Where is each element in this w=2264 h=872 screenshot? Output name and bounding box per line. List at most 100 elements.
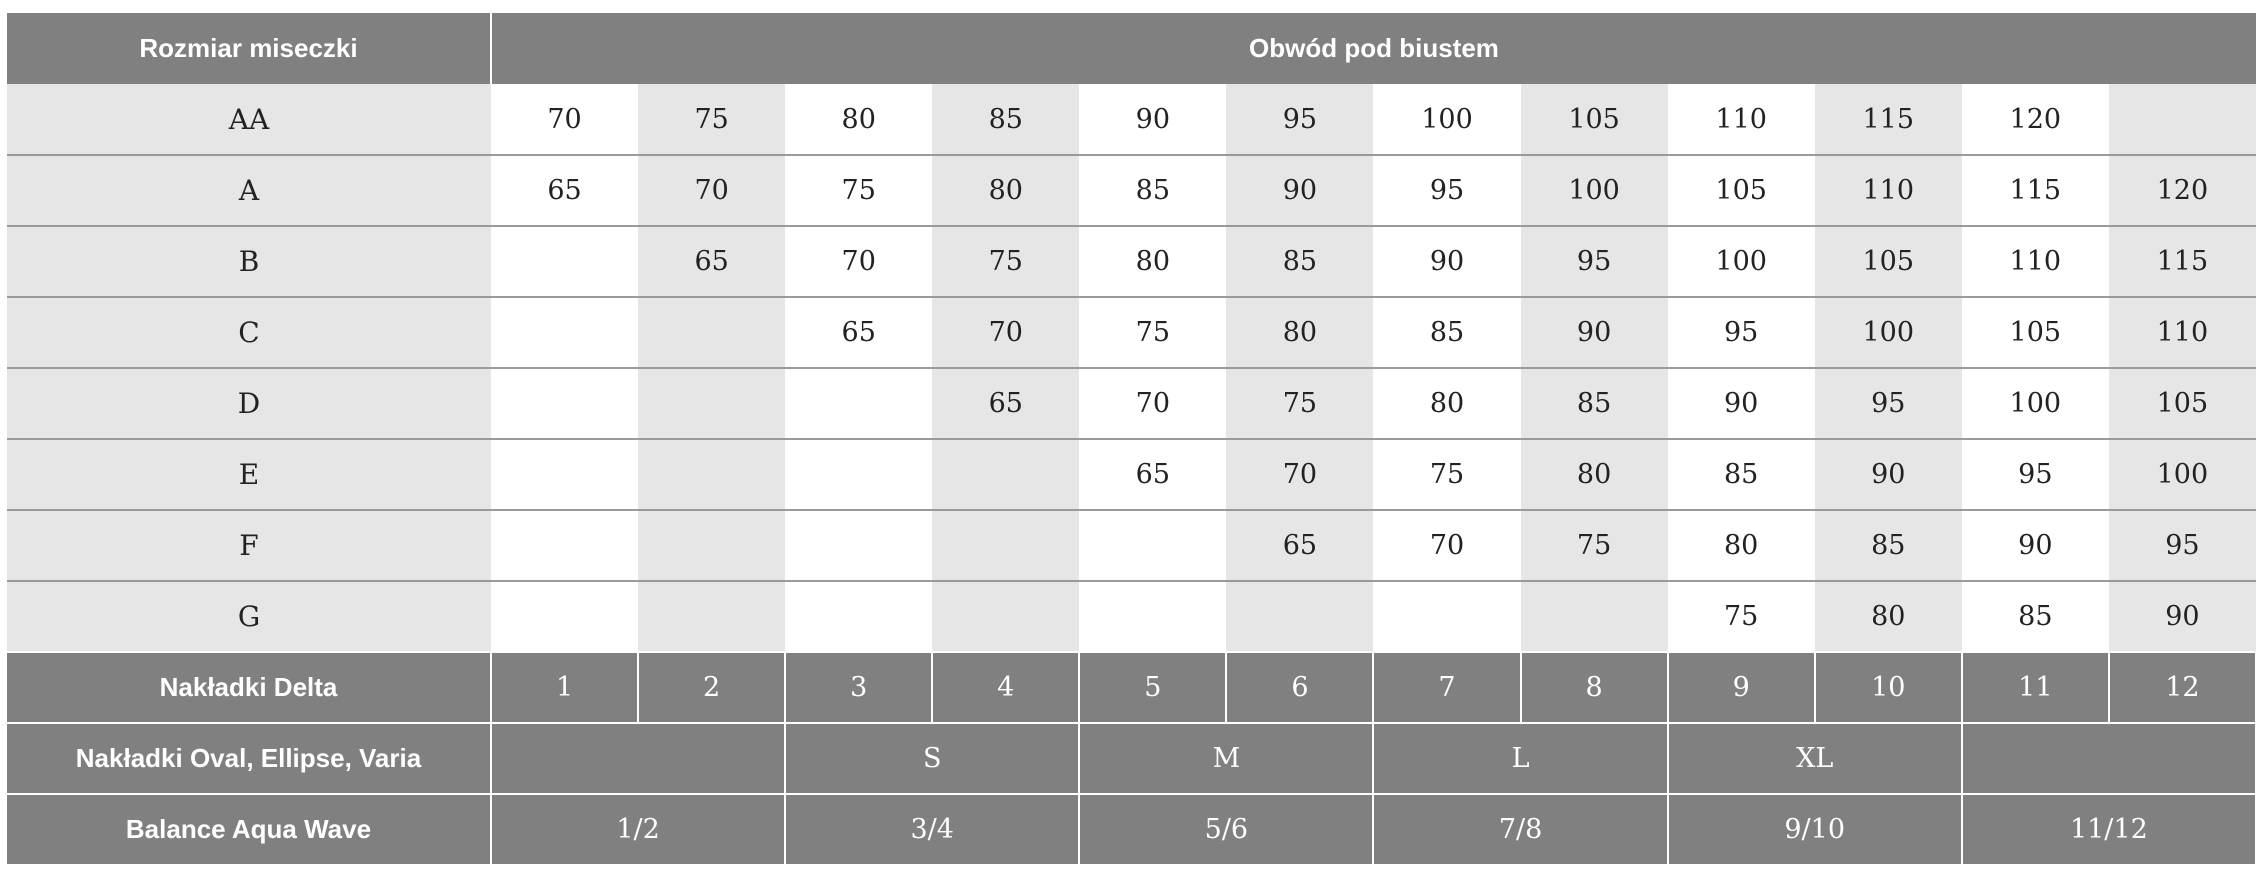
size-cell: 110 xyxy=(2108,297,2256,369)
size-cell: 95 xyxy=(1961,439,2109,511)
size-cell xyxy=(638,439,786,511)
delta-row-cell: 6 xyxy=(1225,651,1375,724)
cup-size-label: D xyxy=(7,368,491,440)
size-cell: 90 xyxy=(1226,155,1374,227)
cup-size-label: B xyxy=(7,226,491,298)
size-cell: 105 xyxy=(1520,84,1668,156)
balance-row-cell: 5/6 xyxy=(1078,793,1375,866)
delta-row-label: Nakładki Delta xyxy=(7,651,492,724)
size-cell: 85 xyxy=(1667,439,1815,511)
size-cell xyxy=(491,297,639,369)
size-cell xyxy=(1226,581,1374,652)
size-cell: 110 xyxy=(1667,84,1815,156)
size-cell: 65 xyxy=(785,297,933,369)
size-cell: 85 xyxy=(1373,297,1521,369)
size-cell: 85 xyxy=(1520,368,1668,440)
size-cell xyxy=(491,368,639,440)
size-cell: 65 xyxy=(491,155,639,227)
delta-row-cell: 8 xyxy=(1519,651,1669,724)
cup-size-label: C xyxy=(7,297,491,369)
size-cell: 70 xyxy=(1079,368,1227,440)
size-cell: 70 xyxy=(638,155,786,227)
size-cell: 115 xyxy=(2108,226,2256,298)
header-row: Rozmiar miseczki Obwód pod biustem xyxy=(7,13,2256,84)
size-cell: 95 xyxy=(2108,510,2256,582)
balance-row-cell: 3/4 xyxy=(784,793,1081,866)
size-cell: 115 xyxy=(1814,84,1962,156)
size-cell: 100 xyxy=(1373,84,1521,156)
size-cell xyxy=(491,510,639,582)
size-cell: 65 xyxy=(1226,510,1374,582)
size-cell xyxy=(785,510,933,582)
size-cell xyxy=(1079,581,1227,652)
size-cell: 75 xyxy=(1079,297,1227,369)
oval-row-cell: M xyxy=(1078,722,1375,795)
cup-size-label: G xyxy=(7,581,491,652)
size-cell: 120 xyxy=(1961,84,2109,156)
size-cell: 115 xyxy=(1961,155,2109,227)
size-cell: 90 xyxy=(1373,226,1521,298)
balance-row: Balance Aqua Wave 1/2 3/4 5/6 7/8 9/10 11/12 xyxy=(7,793,2257,866)
table-row: E 65 70 75 80 85 90 95 100 xyxy=(7,439,2256,511)
size-cell: 90 xyxy=(1520,297,1668,369)
size-cell: 105 xyxy=(1667,155,1815,227)
size-cell xyxy=(1373,581,1521,652)
size-cell xyxy=(638,368,786,440)
size-cell: 110 xyxy=(1961,226,2109,298)
size-cell: 90 xyxy=(1667,368,1815,440)
size-cell: 65 xyxy=(638,226,786,298)
size-cell: 80 xyxy=(1373,368,1521,440)
size-cell: 75 xyxy=(638,84,786,156)
size-cell: 85 xyxy=(1079,155,1227,227)
size-cell: 95 xyxy=(1373,155,1521,227)
balance-row-cell: 11/12 xyxy=(1960,793,2257,866)
size-cell: 95 xyxy=(1814,368,1962,440)
table-row: D 65 70 75 80 85 90 95 100 105 xyxy=(7,368,2256,440)
table-row: B 65 70 75 80 85 90 95 100 105 110 115 xyxy=(7,226,2256,298)
balance-row-cell: 7/8 xyxy=(1372,793,1669,866)
size-cell: 95 xyxy=(1226,84,1374,156)
table-row: G 75 80 85 90 xyxy=(7,581,2256,652)
size-cell: 85 xyxy=(1814,510,1962,582)
size-cell: 95 xyxy=(1520,226,1668,298)
size-cell: 75 xyxy=(1520,510,1668,582)
delta-row-cell: 2 xyxy=(637,651,787,724)
size-cell: 100 xyxy=(1520,155,1668,227)
balance-row-cell: 9/10 xyxy=(1666,793,1963,866)
size-cell: 105 xyxy=(1814,226,1962,298)
table-row: AA 70 75 80 85 90 95 100 105 110 115 120 xyxy=(7,84,2256,156)
delta-row-cell: 11 xyxy=(1960,651,2110,724)
size-cell xyxy=(785,368,933,440)
size-cell xyxy=(638,297,786,369)
oval-row-cell: XL xyxy=(1666,722,1963,795)
size-cell: 105 xyxy=(2108,368,2256,440)
oval-row-label: Nakładki Oval, Ellipse, Varia xyxy=(7,722,492,795)
oval-row-cell xyxy=(1960,722,2257,795)
size-cell: 90 xyxy=(1814,439,1962,511)
table-row: A 65 70 75 80 85 90 95 100 105 110 115 120 xyxy=(7,155,2256,227)
size-cell: 75 xyxy=(785,155,933,227)
size-cell: 95 xyxy=(1667,297,1815,369)
size-cell xyxy=(491,581,639,652)
size-cell: 80 xyxy=(785,84,933,156)
oval-row-cell xyxy=(489,722,787,795)
delta-row-cell: 9 xyxy=(1666,651,1816,724)
size-cell: 85 xyxy=(1226,226,1374,298)
delta-row-cell: 12 xyxy=(2107,651,2257,724)
delta-row-cell: 5 xyxy=(1078,651,1228,724)
cup-size-label: F xyxy=(7,510,491,582)
size-cell: 70 xyxy=(491,84,639,156)
size-cell: 75 xyxy=(1373,439,1521,511)
size-cell: 75 xyxy=(1226,368,1374,440)
delta-row-cell: 3 xyxy=(784,651,934,724)
cup-size-label: A xyxy=(7,155,491,227)
size-cell: 70 xyxy=(1226,439,1374,511)
delta-row-cell: 10 xyxy=(1813,651,1963,724)
delta-row-cell: 4 xyxy=(931,651,1081,724)
size-cell: 90 xyxy=(2108,581,2256,652)
size-cell: 85 xyxy=(932,84,1080,156)
size-cell: 120 xyxy=(2108,155,2256,227)
size-cell: 105 xyxy=(1961,297,2109,369)
size-cell: 100 xyxy=(1814,297,1962,369)
delta-row-cell: 1 xyxy=(489,651,640,724)
